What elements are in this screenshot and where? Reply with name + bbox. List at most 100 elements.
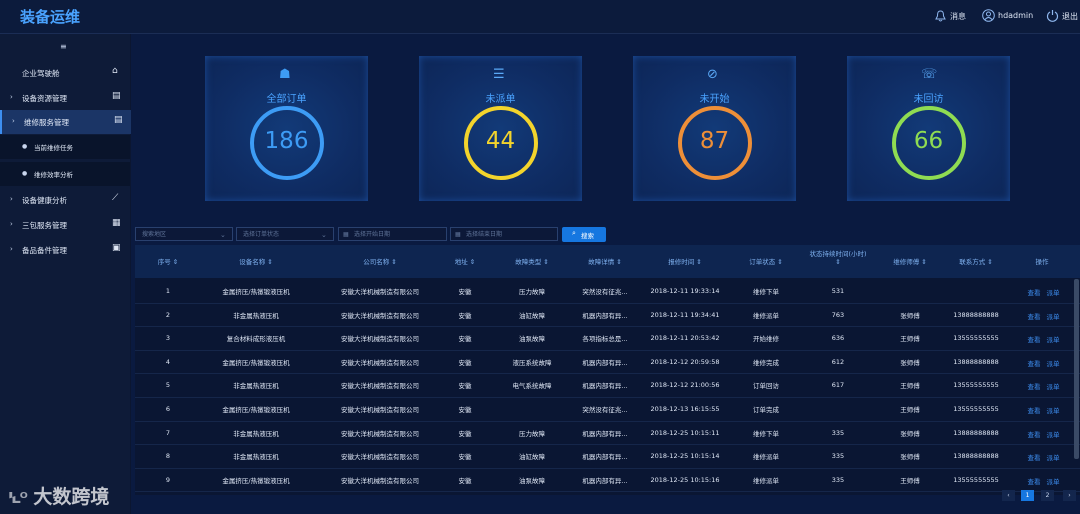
menu-label[interactable]: 备品备件管理	[22, 246, 67, 255]
table-cell: 636	[831, 334, 845, 343]
table-cell: 订单回访	[753, 382, 779, 391]
pagination: ‹ 1 2 ›	[1000, 490, 1080, 502]
menu-item[interactable]: › 三包服务管理 ▦	[0, 213, 130, 237]
page-prev[interactable]: ‹	[1002, 490, 1015, 501]
bell-icon[interactable]	[935, 10, 946, 22]
table-cell: 电气系统故障	[512, 382, 552, 391]
sort-icon[interactable]: ⇕	[467, 258, 476, 266]
menu-label[interactable]: 维修效率分析	[34, 171, 73, 179]
menu-label[interactable]: 当前维修任务	[34, 144, 73, 152]
menu-item[interactable]: › 备品备件管理 ▣	[0, 238, 130, 262]
row-action[interactable]: 查看	[1027, 359, 1041, 368]
column-header[interactable]: 订单状态 ⇕	[749, 256, 783, 266]
table-cell: 安徽	[458, 335, 472, 344]
search-button[interactable]: ⌕ 搜索	[562, 227, 606, 242]
row-action[interactable]: 派单	[1046, 359, 1060, 368]
watermark-logo: Ꝇᴼ	[8, 489, 28, 507]
column-header[interactable]: 报修时间 ⇕	[668, 256, 702, 266]
stat-label: 未开始	[699, 94, 730, 105]
row-action[interactable]: 查看	[1027, 312, 1041, 321]
row-action[interactable]: 派单	[1046, 312, 1060, 321]
user-icon[interactable]	[982, 9, 995, 22]
page-next[interactable]: ›	[1063, 490, 1076, 501]
row-action[interactable]: 查看	[1027, 430, 1041, 439]
sort-icon[interactable]: ⇕	[170, 258, 179, 266]
table-cell: 张师傅	[900, 453, 920, 462]
filter-input[interactable]: 搜索地区 ⌄	[135, 227, 233, 241]
menu-label[interactable]: 设备资源管理	[22, 94, 67, 103]
row-action[interactable]: 查看	[1027, 454, 1041, 463]
sort-icon[interactable]: ⇕	[775, 258, 783, 266]
sort-icon[interactable]: ⇕	[919, 258, 927, 266]
row-action[interactable]: 派单	[1046, 477, 1060, 486]
table-cell: 油泵故障	[519, 335, 545, 344]
menu-label[interactable]: 三包服务管理	[22, 221, 67, 230]
table-cell: 13888888888	[953, 357, 999, 366]
stat-card[interactable]: ⊘ 未开始 87	[633, 56, 796, 201]
bullet: ●	[22, 170, 28, 177]
search-label[interactable]: 搜索	[581, 232, 594, 240]
column-header[interactable]: 状态持续时间(小时) ⇕	[807, 248, 869, 266]
logout-link[interactable]: 退出	[1062, 12, 1078, 21]
column-header[interactable]: 公司名称 ⇕	[363, 256, 397, 266]
sort-icon[interactable]: ⇕	[614, 258, 622, 266]
row-action[interactable]: 查看	[1027, 289, 1041, 297]
page-button[interactable]: 2	[1041, 490, 1054, 501]
page-button[interactable]: 1	[1021, 490, 1034, 501]
chevron: ›	[10, 195, 13, 203]
menu-label[interactable]: 设备健康分析	[22, 196, 67, 205]
stat-value: 44	[485, 128, 516, 154]
column-header[interactable]: 设备名称 ⇕	[239, 256, 273, 266]
column-header[interactable]: 维修师傅 ⇕	[893, 256, 927, 266]
column-header[interactable]: 联系方式 ⇕	[959, 256, 993, 266]
menu-item[interactable]: 企业驾驶舱 ⌂	[0, 61, 130, 85]
menu-label[interactable]: 维修服务管理	[24, 118, 69, 127]
column-header[interactable]: 地址 ⇕	[455, 256, 476, 266]
sort-icon[interactable]: ⇕	[985, 258, 993, 266]
stat-ring	[678, 106, 752, 180]
table-cell: 机器内部有异...	[582, 382, 628, 391]
main: ☗ 全部订单 186 ☰ 未派单 44 ⊘ 未开始 87 ☏ 未回访 66 搜索地区 ⌄ 选择订单状态 ⌄ 选择…	[131, 34, 1080, 514]
stat-card[interactable]: ☰ 未派单 44	[419, 56, 582, 201]
menu-item[interactable]: › 维修服务管理 ▤	[0, 110, 132, 134]
table-cell: 非金属热液压机	[233, 382, 279, 391]
menu-item[interactable]: › 设备资源管理 ▤	[0, 86, 130, 110]
row-action[interactable]: 派单	[1046, 454, 1060, 463]
row-action[interactable]: 派单	[1046, 407, 1060, 415]
row-action[interactable]: 查看	[1027, 383, 1041, 392]
column-header[interactable]: 故障详情 ⇕	[588, 256, 622, 266]
row-action[interactable]: 查看	[1027, 477, 1041, 486]
row-action[interactable]: 派单	[1046, 336, 1060, 345]
sort-icon[interactable]: ⇕	[835, 258, 841, 266]
filter-input[interactable]: 选择订单状态 ⌄	[236, 227, 334, 241]
sort-icon[interactable]: ⇕	[389, 258, 397, 266]
sort-icon[interactable]: ⇕	[541, 258, 549, 266]
row-action[interactable]: 派单	[1046, 289, 1060, 297]
menu-item[interactable]: ● 当前维修任务	[0, 135, 130, 159]
sort-icon[interactable]: ⇕	[265, 258, 273, 266]
column-header[interactable]: 序号 ⇕	[158, 256, 179, 266]
table-cell: 非金属热液压机	[233, 429, 279, 438]
filter-input[interactable]: 选择开始日期 ▦	[338, 227, 447, 241]
filter-input[interactable]: 选择结束日期 ▦	[450, 227, 558, 241]
stat-card[interactable]: ☏ 未回访 66	[847, 56, 1010, 201]
row-action[interactable]: 查看	[1027, 336, 1041, 345]
table-cell: 机器内部有异...	[582, 453, 628, 462]
logout-icon[interactable]	[1046, 9, 1059, 22]
table-cell: 安徽大洋机械制造有限公司	[341, 406, 419, 414]
row-action[interactable]: 派单	[1046, 383, 1060, 392]
messages-link[interactable]: 消息	[950, 12, 966, 21]
menu-toggle[interactable]: ≡	[60, 42, 67, 51]
menu-item[interactable]: › 设备健康分析 ⟋	[0, 188, 130, 212]
stat-card[interactable]: ☗ 全部订单 186	[205, 56, 368, 201]
menu-item[interactable]: ● 维修效率分析	[0, 162, 130, 186]
user-name[interactable]: hdadmin	[998, 11, 1034, 20]
row-action[interactable]: 派单	[1046, 430, 1060, 439]
ring	[250, 106, 324, 180]
menu-label[interactable]: 企业驾驶舱	[22, 69, 60, 78]
row-action[interactable]: 查看	[1027, 407, 1041, 415]
column-header[interactable]: 故障类型 ⇕	[515, 256, 549, 266]
table-cell: 压力故障	[519, 429, 545, 438]
sort-icon[interactable]: ⇕	[694, 258, 702, 266]
sidebar: ≡ 企业驾驶舱 ⌂ › 设备资源管理 ▤ › 维修服务管理 ▤ ● 当前维修任务 ● 维修效率分析 › 设…	[0, 34, 132, 514]
